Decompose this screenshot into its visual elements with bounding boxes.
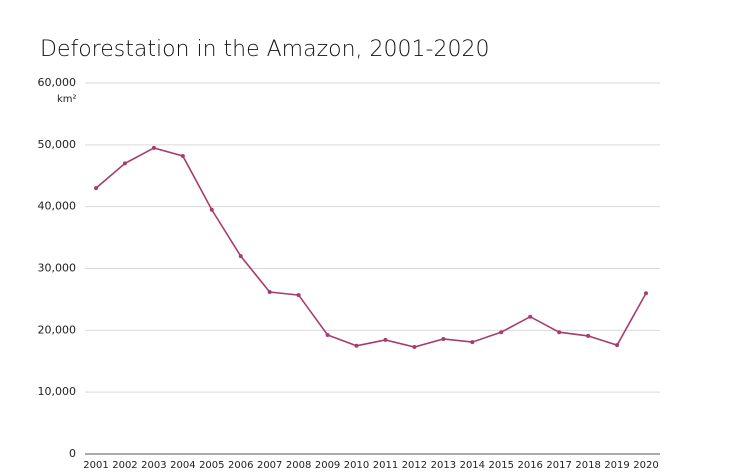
x-tick-label: 2008: [286, 460, 311, 471]
x-tick-label: 2005: [199, 460, 224, 471]
x-tick-label: 2001: [83, 460, 108, 471]
x-tick-label: 2020: [633, 460, 658, 471]
y-unit: km²: [57, 94, 77, 105]
data-point: [354, 343, 359, 348]
data-point: [383, 337, 388, 342]
x-tick-label: 2004: [170, 460, 195, 471]
x-tick-label: 2006: [228, 460, 253, 471]
data-point: [180, 153, 185, 158]
data-point: [151, 145, 156, 150]
y-tick-label: 20,000: [38, 323, 77, 336]
data-point: [209, 207, 214, 212]
y-tick-label: 40,000: [38, 200, 77, 213]
data-point: [557, 330, 562, 335]
chart-title: Deforestation in the Amazon, 2001-2020: [40, 37, 489, 62]
data-point: [441, 336, 446, 341]
x-tick-label: 2011: [373, 460, 398, 471]
y-tick-label: 50,000: [38, 138, 77, 151]
data-point: [267, 289, 272, 294]
x-tick-label: 2019: [604, 460, 629, 471]
data-point: [470, 340, 475, 345]
x-tick-label: 2010: [344, 460, 369, 471]
x-tick-label: 2015: [489, 460, 514, 471]
data-point: [122, 161, 127, 166]
data-point: [94, 186, 98, 191]
data-point: [296, 293, 301, 298]
x-tick-label: 2016: [517, 460, 542, 471]
x-tick-label: 2007: [257, 460, 282, 471]
x-tick-label: 2013: [431, 460, 456, 471]
data-point: [586, 333, 591, 338]
data-point: [499, 330, 504, 335]
data-point: [238, 254, 243, 259]
y-tick-label: 30,000: [38, 262, 77, 275]
x-tick-label: 2018: [575, 460, 600, 471]
y-tick-label: 60,000: [38, 76, 77, 89]
x-tick-label: 2017: [546, 460, 571, 471]
x-tick-label: 2012: [402, 460, 427, 471]
y-tick-label: 10,000: [38, 385, 77, 398]
x-tick-label: 2002: [112, 460, 137, 471]
data-point: [412, 345, 417, 350]
x-tick-label: 2009: [315, 460, 340, 471]
x-tick-label: 2014: [460, 460, 485, 471]
data-point: [325, 332, 330, 337]
data-point: [644, 291, 648, 296]
data-line: [95, 147, 647, 348]
y-tick-label: 0: [69, 447, 76, 460]
x-tick-label: 2003: [141, 460, 166, 471]
data-point: [528, 314, 533, 319]
data-point: [615, 343, 620, 348]
